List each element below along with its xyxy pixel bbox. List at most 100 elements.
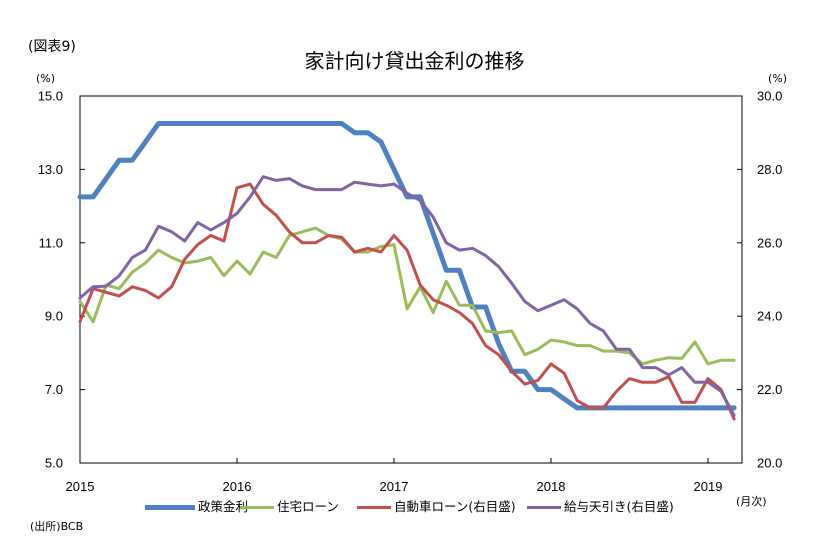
car-loan-point <box>628 377 631 380</box>
legend-swatch-payroll-deduction-loan <box>527 505 561 509</box>
left-axis-tick-label: 11.0 <box>39 235 63 250</box>
car-loan-point <box>602 406 605 409</box>
car-loan-point <box>105 291 108 294</box>
housing-loan-point <box>288 234 291 237</box>
policy-rate-point <box>301 122 304 125</box>
policy-rate-point <box>497 342 500 345</box>
housing-loan-point <box>170 256 173 259</box>
car-loan-point <box>379 251 382 253</box>
car-loan-point <box>393 234 395 237</box>
housing-loan-point <box>589 344 592 347</box>
housing-loan-point <box>209 256 212 259</box>
policy-rate-point <box>366 131 369 134</box>
car-loan-point <box>693 401 696 404</box>
car-loan-point <box>236 186 238 189</box>
housing-loan-point <box>510 329 513 332</box>
housing-loan-point <box>222 274 225 277</box>
left-axis-unit: (%) <box>36 72 56 85</box>
car-loan-point <box>79 320 81 323</box>
car-loan-point <box>419 284 422 286</box>
car-loan-point <box>118 295 121 297</box>
housing-loan-point <box>523 353 526 356</box>
payroll-deduction-loan-point <box>262 175 265 178</box>
right-axis-tick-label: 22.0 <box>757 382 782 397</box>
car-loan-point <box>707 377 709 380</box>
right-axis-tick-label: 24.0 <box>757 309 782 324</box>
car-loan-point <box>222 240 225 242</box>
payroll-deduction-loan-point <box>497 265 500 268</box>
legend-item-car-loan: 自動車ローン(右目盛) <box>357 499 516 515</box>
car-loan-point <box>144 289 147 292</box>
payroll-deduction-loan-point <box>92 285 95 288</box>
payroll-deduction-loan-point <box>196 221 199 224</box>
car-loan-point <box>196 243 199 246</box>
housing-loan-point <box>720 359 723 362</box>
legend-item-payroll-deduction-loan: 給与天引き(右目盛) <box>527 499 674 515</box>
car-loan-point <box>471 322 474 325</box>
payroll-deduction-loan-point <box>471 247 474 250</box>
left-axis-tick-label: 13.0 <box>38 162 63 177</box>
payroll-deduction-loan-point <box>327 188 330 191</box>
housing-loan-point <box>366 251 369 253</box>
policy-rate-point <box>340 122 343 125</box>
policy-rate-point <box>523 370 526 373</box>
payroll-deduction-loan-point <box>340 188 343 191</box>
housing-loan-point <box>563 340 566 343</box>
policy-rate-point <box>693 406 696 409</box>
housing-loan-point <box>393 243 395 246</box>
policy-rate-point <box>641 406 644 409</box>
housing-loan-point <box>92 320 95 323</box>
payroll-deduction-loan-point <box>432 216 435 219</box>
payroll-deduction-loan-point <box>157 225 160 228</box>
car-loan-point <box>249 183 252 186</box>
policy-rate-point <box>236 122 238 125</box>
right-axis-tick-label: 30.0 <box>757 89 782 104</box>
car-loan-point <box>550 362 552 365</box>
payroll-deduction-loan-point <box>105 285 108 288</box>
car-loan-point <box>288 230 291 233</box>
plot-frame <box>79 95 743 464</box>
car-loan-point <box>563 372 566 375</box>
housing-loan-point <box>118 287 121 290</box>
housing-loan-point <box>236 260 238 263</box>
car-loan-point <box>510 370 513 373</box>
policy-rate-point <box>654 406 657 409</box>
car-loan-point <box>654 381 657 384</box>
car-loan-point <box>680 401 683 404</box>
right-axis-tick-label: 20.0 <box>757 456 782 471</box>
payroll-deduction-loan-point <box>628 348 631 351</box>
policy-rate-point <box>406 195 409 198</box>
car-loan-point <box>458 311 461 314</box>
housing-loan-point <box>733 359 736 362</box>
x-axis-tick-label: 2019 <box>694 479 723 494</box>
policy-rate-point <box>680 406 683 409</box>
payroll-deduction-loan-point <box>144 249 147 252</box>
payroll-deduction-loan-point <box>589 322 592 325</box>
car-loan-point <box>497 353 500 356</box>
payroll-deduction-loan-point <box>393 183 395 186</box>
car-loan-point <box>327 234 330 237</box>
car-loan-point <box>209 234 212 237</box>
car-loan-point <box>523 383 526 386</box>
car-loan-point <box>641 381 644 384</box>
policy-rate-point <box>79 195 81 198</box>
policy-rate-point <box>262 122 265 125</box>
policy-rate-point <box>118 159 121 162</box>
car-loan-point <box>576 399 579 402</box>
legend-item-housing-loan: 住宅ローン <box>240 499 339 515</box>
car-loan-point <box>445 304 448 307</box>
payroll-deduction-loan-point <box>693 381 696 384</box>
policy-rate-point <box>157 122 160 125</box>
housing-loan-point <box>406 307 409 310</box>
car-loan-point <box>275 214 278 217</box>
payroll-deduction-loan-point <box>406 192 409 195</box>
payroll-deduction-loan-point <box>314 188 317 191</box>
frequency-note: (月次) <box>736 495 767 508</box>
policy-rate-point <box>92 195 95 198</box>
policy-rate-point <box>615 406 618 409</box>
policy-rate-point <box>353 131 356 134</box>
car-loan-point <box>484 344 487 347</box>
policy-rate-point <box>249 122 252 125</box>
payroll-deduction-loan-point <box>288 177 291 180</box>
policy-rate-point <box>327 122 330 125</box>
